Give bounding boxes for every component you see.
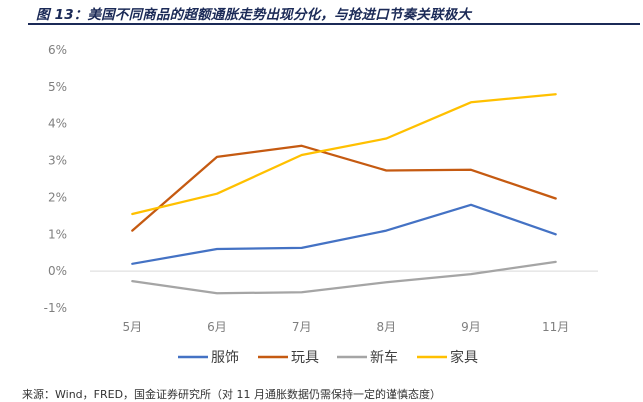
x-tick-label: 6月	[207, 320, 227, 334]
legend-label: 新车	[370, 349, 398, 366]
title-divider	[28, 23, 640, 25]
y-tick-label: 6%	[48, 43, 67, 57]
x-tick-label: 8月	[377, 320, 397, 334]
series-line-4	[131, 93, 557, 216]
x-tick-label: 7月	[292, 320, 312, 334]
y-tick-label: -1%	[44, 301, 67, 315]
series-line-1	[131, 203, 557, 265]
x-tick-label: 5月	[123, 320, 143, 334]
x-tick-label: 11月	[542, 320, 569, 334]
legend-label: 服饰	[211, 350, 239, 366]
legend-label: 家具	[450, 349, 478, 366]
x-tick-label: 9月	[461, 320, 481, 334]
y-tick-label: 5%	[48, 80, 67, 94]
source-note: 来源：Wind，FRED，国金证券研究所（对 11 月通胀数据仍需保持一定的谨慎…	[22, 388, 442, 401]
y-tick-label: 3%	[48, 154, 67, 168]
y-tick-label: 2%	[48, 190, 67, 204]
y-tick-label: 1%	[48, 227, 67, 241]
legend-label: 玩具	[291, 350, 319, 366]
series-line-3	[131, 260, 557, 295]
y-tick-label: 4%	[48, 117, 67, 131]
y-tick-label: 0%	[48, 264, 67, 278]
series-line-2	[131, 144, 557, 232]
figure-title: 图 13：美国不同商品的超额通胀走势出现分化，与抢进口节奏关联极大	[36, 7, 472, 23]
